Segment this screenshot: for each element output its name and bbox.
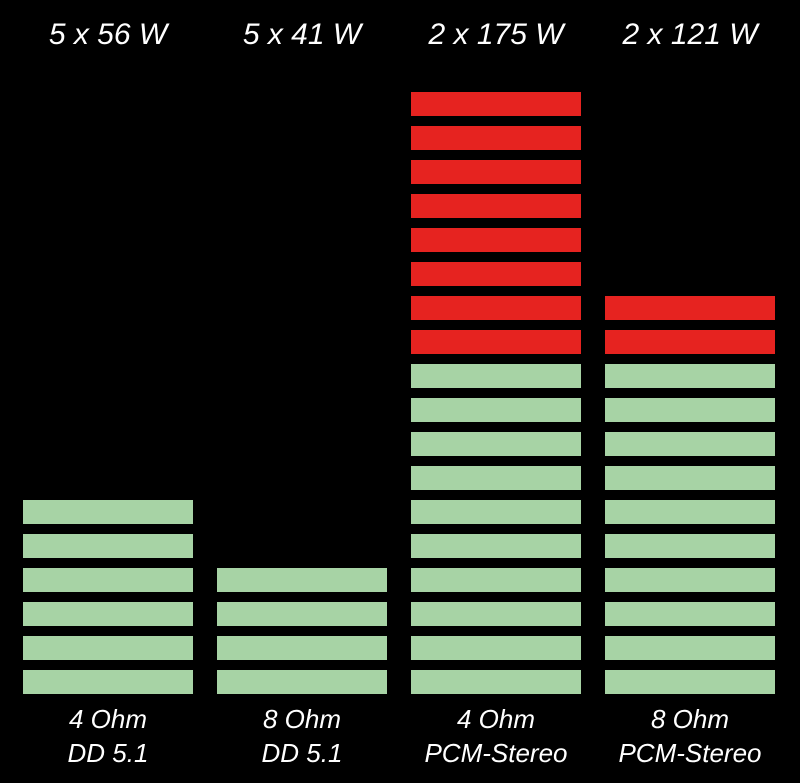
- green-segment: [604, 397, 776, 423]
- bottom-label-mode-1: DD 5.1: [216, 738, 388, 769]
- green-segment: [410, 397, 582, 423]
- green-segment: [410, 533, 582, 559]
- green-segment: [22, 499, 194, 525]
- bottom-label-ohm-3: 8 Ohm: [604, 704, 776, 735]
- bottom-label-mode-3: PCM-Stereo: [604, 738, 776, 769]
- green-segment: [604, 669, 776, 695]
- top-label-0: 5 x 56 W: [22, 18, 194, 52]
- red-segment: [410, 295, 582, 321]
- bottom-label-ohm-2: 4 Ohm: [410, 704, 582, 735]
- green-segment: [410, 635, 582, 661]
- power-bar-chart: 5 x 56 W4 OhmDD 5.15 x 41 W8 OhmDD 5.12 …: [0, 0, 800, 783]
- top-label-2: 2 x 175 W: [410, 18, 582, 52]
- top-label-3: 2 x 121 W: [604, 18, 776, 52]
- green-segment: [410, 465, 582, 491]
- red-segment: [410, 329, 582, 355]
- green-segment: [22, 601, 194, 627]
- green-segment: [216, 635, 388, 661]
- green-segment: [22, 567, 194, 593]
- bar-column-2: [410, 91, 582, 695]
- red-segment: [604, 295, 776, 321]
- green-segment: [604, 431, 776, 457]
- bottom-label-ohm-1: 8 Ohm: [216, 704, 388, 735]
- green-segment: [604, 363, 776, 389]
- green-segment: [410, 601, 582, 627]
- green-segment: [216, 567, 388, 593]
- green-segment: [604, 567, 776, 593]
- red-segment: [410, 159, 582, 185]
- green-segment: [410, 669, 582, 695]
- red-segment: [410, 227, 582, 253]
- green-segment: [604, 533, 776, 559]
- red-segment: [410, 261, 582, 287]
- green-segment: [604, 465, 776, 491]
- bottom-label-ohm-0: 4 Ohm: [22, 704, 194, 735]
- green-segment: [216, 669, 388, 695]
- red-segment: [410, 125, 582, 151]
- green-segment: [22, 635, 194, 661]
- green-segment: [604, 499, 776, 525]
- green-segment: [216, 601, 388, 627]
- green-segment: [22, 669, 194, 695]
- green-segment: [604, 635, 776, 661]
- bar-column-1: [216, 567, 388, 695]
- red-segment: [410, 193, 582, 219]
- bottom-label-mode-2: PCM-Stereo: [410, 738, 582, 769]
- top-label-1: 5 x 41 W: [216, 18, 388, 52]
- bar-column-3: [604, 295, 776, 695]
- green-segment: [410, 499, 582, 525]
- green-segment: [410, 567, 582, 593]
- bottom-label-mode-0: DD 5.1: [22, 738, 194, 769]
- red-segment: [604, 329, 776, 355]
- green-segment: [22, 533, 194, 559]
- bar-column-0: [22, 499, 194, 695]
- green-segment: [604, 601, 776, 627]
- green-segment: [410, 431, 582, 457]
- red-segment: [410, 91, 582, 117]
- green-segment: [410, 363, 582, 389]
